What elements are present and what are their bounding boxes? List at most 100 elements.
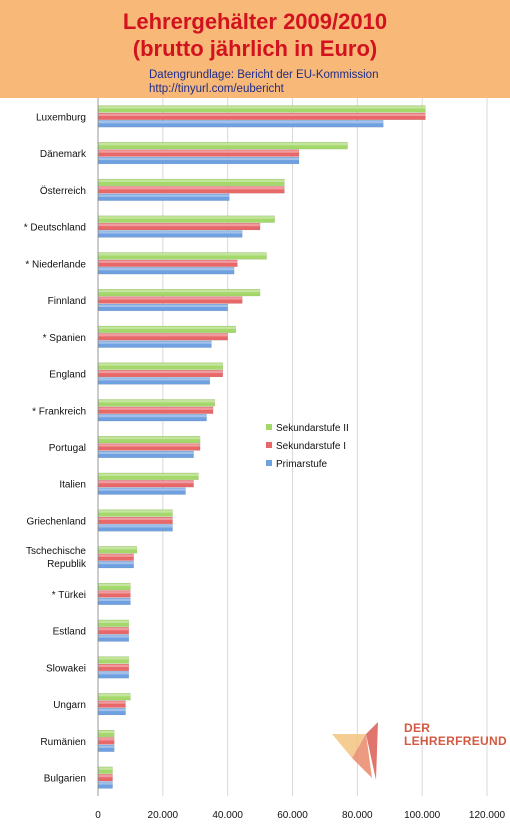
bar-highlight (98, 414, 207, 418)
bar (98, 707, 126, 716)
category-label: Republik (47, 559, 87, 570)
bar (98, 149, 300, 157)
bar (98, 399, 215, 407)
bar (98, 414, 207, 422)
bar (98, 766, 113, 774)
bar-highlight (98, 370, 223, 374)
category-label: Dänemark (40, 149, 87, 160)
legend-swatch (266, 442, 272, 448)
legend-label: Primarstufe (276, 459, 328, 470)
category-label: Finnland (48, 296, 86, 307)
bar-highlight (98, 297, 243, 300)
bar (98, 597, 131, 605)
bar-highlight (98, 363, 223, 366)
bar-highlight (98, 157, 299, 161)
bar-highlight (98, 179, 285, 183)
bar (98, 582, 131, 591)
bar (98, 325, 237, 334)
bar (98, 693, 131, 701)
bar-highlight (98, 260, 238, 263)
bar (98, 362, 224, 370)
bar-highlight (98, 194, 230, 197)
bar-highlight (98, 187, 285, 190)
bar-highlight (98, 701, 126, 704)
source-link[interactable]: http://tinyurl.com/eubericht (149, 83, 284, 95)
bar (98, 516, 173, 525)
bar (98, 553, 134, 561)
bar (98, 443, 201, 451)
category-label: England (49, 370, 86, 381)
x-tick-label: 0 (95, 810, 101, 821)
bar-highlight (98, 730, 115, 734)
bar-highlight (98, 525, 173, 528)
bar-highlight (98, 488, 186, 491)
bar-highlight (98, 444, 201, 447)
bar (98, 193, 230, 201)
bar (98, 377, 211, 385)
bar (98, 590, 131, 598)
bar-highlight (98, 216, 275, 219)
bar-highlight (98, 782, 113, 785)
bar-highlight (98, 326, 236, 329)
bar-highlight (98, 510, 173, 513)
legend-swatch (266, 424, 272, 430)
bar (98, 296, 243, 304)
bar (98, 142, 348, 150)
bar (98, 252, 267, 260)
bar-highlight (98, 738, 115, 741)
category-label: Bulgarien (44, 774, 86, 785)
category-label: Ungarn (53, 700, 86, 711)
category-label: Portugal (49, 443, 86, 454)
bar (98, 369, 224, 378)
bar-highlight (98, 341, 212, 344)
bar-highlight (98, 554, 134, 557)
chart-title: Lehrergehälter 2009/2010 (122, 9, 388, 34)
category-label: * Frankreich (32, 406, 86, 417)
bar (98, 619, 130, 627)
bar (98, 472, 199, 480)
bar-highlight (98, 627, 129, 631)
chart-header (0, 0, 510, 98)
x-tick-label: 120.000 (469, 810, 506, 821)
bar-highlight (98, 407, 214, 410)
x-tick-label: 100.000 (404, 810, 441, 821)
bar-highlight (98, 517, 173, 521)
bar-highlight (98, 583, 131, 587)
bar (98, 186, 285, 194)
bar (98, 546, 138, 554)
bar (98, 729, 115, 738)
bar (98, 480, 194, 488)
bar-highlight (98, 150, 299, 153)
bar (98, 700, 126, 708)
bar-highlight (98, 774, 113, 778)
bar-highlight (98, 664, 129, 668)
bar-highlight (98, 547, 137, 550)
bar-highlight (98, 693, 131, 697)
bar-highlight (98, 304, 228, 308)
bar-highlight (98, 657, 129, 660)
bar (98, 333, 228, 341)
bar-highlight (98, 672, 129, 675)
bar-highlight (98, 378, 210, 381)
bar (98, 178, 285, 187)
bar (98, 560, 134, 569)
bar (98, 259, 238, 267)
legend-label: Sekundarstufe I (276, 441, 346, 452)
bar-highlight (98, 480, 194, 484)
bar-highlight (98, 120, 384, 124)
bar-highlight (98, 767, 113, 770)
logo-text-der: DER (404, 721, 431, 735)
category-label: * Türkei (52, 590, 86, 601)
bar-highlight (98, 142, 348, 146)
category-label: Luxemburg (36, 112, 86, 123)
bar (98, 340, 212, 348)
category-label: Griechenland (27, 516, 86, 527)
bar (98, 215, 275, 223)
bar-highlight (98, 113, 426, 116)
bar-highlight (98, 253, 267, 256)
bar-highlight (98, 436, 201, 440)
legend-swatch (266, 460, 272, 466)
x-tick-label: 60.000 (277, 810, 308, 821)
bar-highlight (98, 745, 115, 748)
bar (98, 435, 201, 444)
